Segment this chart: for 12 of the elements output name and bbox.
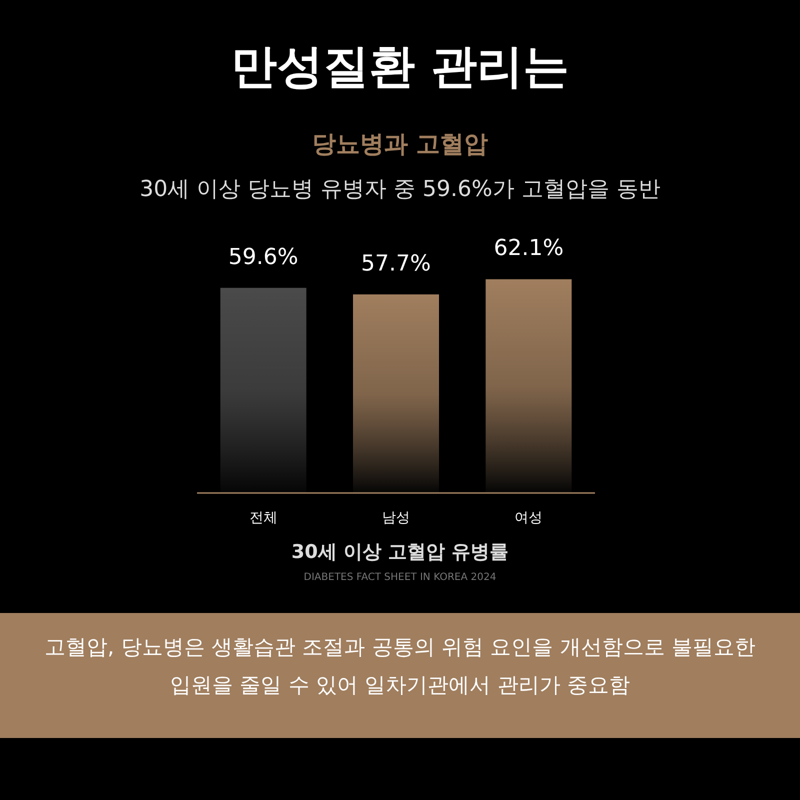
data-label: 57.7% [361,251,431,276]
x-axis-title: 30세 이상 고혈압 유병률 [291,541,509,563]
data-label: 62.1% [494,236,564,262]
text: 30세 이상 당뇨병 유병자 중 59.6%가 고혈압을 동반 [140,177,660,202]
x-tick-label: 남성 [382,510,410,526]
x-tick-label: 여성 [514,510,543,526]
chart-subtitle: 당뇨병과 고혈압 [312,130,488,158]
chart-title: 만성질환 관리는 [230,39,570,93]
x-tick-label: 전체 [249,510,278,526]
text: 고혈압, 당뇨병은 생활습관 조절과 공통의 위험 요인을 개선함으로 불필요한 입원을 줄일 수 있어 일차기관에서 관리가 중요함 [43,634,757,699]
text: DIABETES FACT SHEET IN KOREA 2024 [304,572,496,583]
data-label: 59.6% [228,244,298,270]
